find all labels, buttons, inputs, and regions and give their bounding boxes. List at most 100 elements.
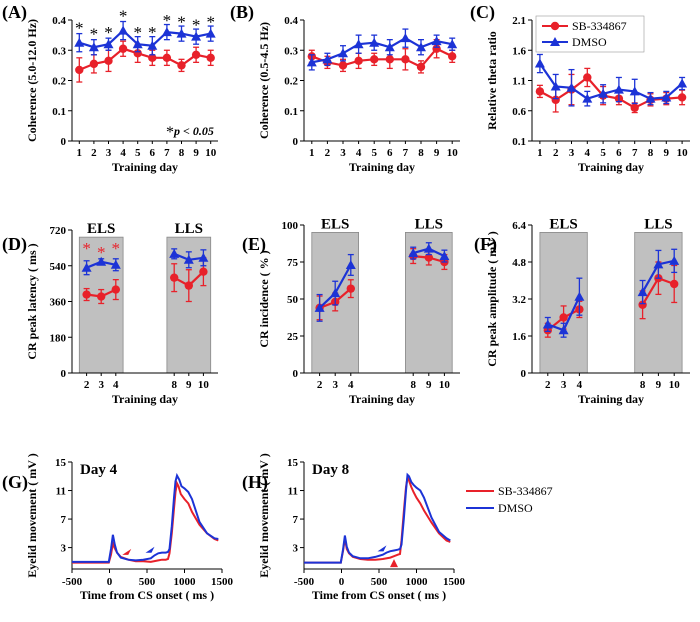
- x-tick-label: 6: [387, 147, 393, 159]
- legend-label-sb: SB-334867: [498, 484, 553, 498]
- y-tick-label: 3: [293, 543, 299, 555]
- trace-dmso: [72, 472, 219, 563]
- data-point-sb-334867: [118, 44, 128, 53]
- data-point-dmso: [183, 254, 194, 264]
- y-tick-label: 6.4: [512, 220, 526, 232]
- x-tick-label: 1500: [211, 576, 234, 588]
- legend-label-sb: SB-334867: [572, 19, 627, 33]
- significance-star: *: [97, 243, 106, 262]
- data-point-dmso: [330, 288, 341, 298]
- panel-b: 0 0.1 0.2 0.3 0.4 1 2 3 4 5 6 7 8 9 10 Training day Cohe…: [230, 2, 460, 174]
- y-axis-label: Eyelid movement ( mV ): [257, 453, 271, 577]
- x-tick-label: 10: [669, 379, 681, 391]
- x-axis-label: Training day: [349, 392, 415, 406]
- data-point-sb-334867: [75, 65, 84, 75]
- data-point-dmso: [103, 39, 114, 49]
- data-point-sb-334867: [416, 62, 426, 72]
- panel-title: Day 4: [80, 462, 118, 478]
- data-point-dmso: [661, 92, 672, 102]
- x-tick-label: 3: [106, 147, 112, 159]
- panel-label: (H): [242, 472, 268, 493]
- x-tick-label: 7: [632, 147, 638, 159]
- panel-label: (D): [2, 234, 27, 255]
- x-tick-label: 4: [120, 147, 126, 159]
- data-point-sb-334867: [370, 55, 379, 64]
- x-tick-label: 8: [410, 379, 416, 391]
- data-point-sb-334867: [448, 52, 457, 61]
- data-point-sb-334867: [551, 95, 560, 105]
- y-tick-label: 4.8: [512, 257, 526, 269]
- data-point-sb-334867: [89, 59, 99, 69]
- y-tick-label: 540: [50, 261, 67, 273]
- significance-star: *: [177, 13, 186, 32]
- y-tick-label: 100: [282, 220, 299, 232]
- x-tick-label: 5: [600, 147, 606, 159]
- y-tick-label: 3: [61, 543, 67, 555]
- x-tick-label: 9: [656, 379, 662, 391]
- data-point-dmso: [118, 25, 129, 35]
- y-axis-label: Relative theta ratio: [485, 31, 499, 130]
- data-point-sb-334867: [338, 61, 348, 70]
- arrowhead-marker: [390, 559, 398, 568]
- x-tick-label: 9: [664, 147, 670, 159]
- significance-star: *: [148, 23, 157, 42]
- y-tick-label: 2.1: [512, 15, 526, 27]
- legend-bottom: SB-334867 DMSO: [466, 484, 553, 515]
- y-tick-label: 11: [56, 486, 66, 498]
- y-tick-label: 360: [50, 297, 67, 309]
- data-point-dmso: [176, 28, 187, 38]
- x-tick-label: 9: [426, 379, 432, 391]
- data-point-dmso: [191, 31, 202, 41]
- x-tick-label: -500: [62, 576, 83, 588]
- legend-marker-sb: [550, 21, 560, 31]
- data-point-dmso: [423, 243, 434, 253]
- data-point-dmso: [205, 28, 216, 38]
- data-point-dmso: [198, 252, 209, 262]
- x-tick-label: 1: [77, 147, 83, 159]
- data-point-sb-334867: [401, 55, 410, 64]
- data-point-dmso: [306, 57, 317, 67]
- y-tick-label: 0.3: [52, 45, 66, 57]
- x-tick-label: 4: [113, 379, 119, 391]
- x-tick-label: -500: [294, 576, 315, 588]
- legend-label-dmso: DMSO: [498, 501, 533, 515]
- data-point-sb-334867: [670, 279, 679, 289]
- y-tick-label: 75: [287, 257, 299, 269]
- y-tick-label: 7: [293, 514, 299, 526]
- x-tick-label: 10: [447, 147, 459, 159]
- significance-star: *: [112, 239, 121, 258]
- data-point-dmso: [345, 259, 356, 269]
- y-tick-label: 0.6: [512, 106, 526, 118]
- y-tick-label: 1.6: [512, 45, 526, 57]
- y-tick-label: 0.1: [52, 106, 66, 118]
- data-point-dmso: [637, 287, 648, 297]
- panel-label: (C): [470, 2, 495, 23]
- data-point-sb-334867: [583, 73, 592, 82]
- x-tick-label: 6: [616, 147, 622, 159]
- data-point-dmso: [574, 291, 585, 301]
- data-point-dmso: [314, 302, 325, 312]
- data-point-dmso: [369, 37, 380, 47]
- x-tick-label: 500: [139, 576, 156, 588]
- arrowhead-marker: [145, 546, 155, 553]
- data-point-dmso: [408, 248, 419, 258]
- panel-title: Day 8: [312, 462, 349, 478]
- trace-dmso: [304, 472, 451, 564]
- data-point-sb-334867: [177, 61, 186, 70]
- y-axis-label: CR peak amplitude ( mV ): [485, 231, 499, 366]
- x-tick-label: 3: [340, 147, 346, 159]
- significance-note-star: *: [166, 124, 174, 141]
- y-tick-label: 3.2: [512, 294, 526, 306]
- data-point-dmso: [653, 259, 664, 269]
- data-point-sb-334867: [677, 93, 687, 102]
- x-tick-label: 2: [545, 379, 551, 391]
- y-tick-label: 15: [55, 457, 67, 469]
- data-point-dmso: [439, 251, 450, 261]
- data-point-dmso: [645, 93, 656, 103]
- panel-f: ELS LLS 0 1.6 3.2 4.8 6.4 2 3 4 8 9 10 Training day CR…: [474, 216, 690, 406]
- x-tick-label: 1: [537, 147, 543, 159]
- significance-note: * p < 0.05: [166, 124, 214, 141]
- data-point-dmso: [384, 42, 395, 52]
- x-tick-label: 500: [371, 576, 388, 588]
